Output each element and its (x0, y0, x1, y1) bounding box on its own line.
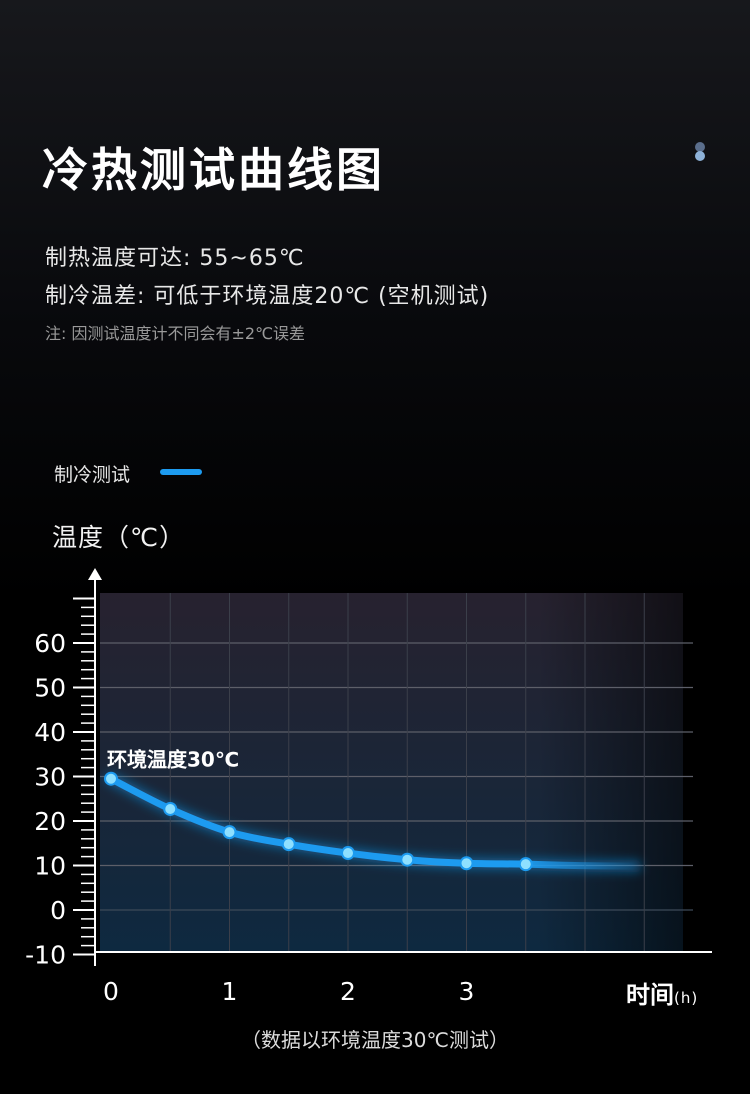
page-title: 冷热测试曲线图 (42, 143, 385, 197)
test-condition-caption: （数据以环境温度30℃测试） (241, 1028, 509, 1052)
data-point (518, 857, 533, 872)
data-point (281, 837, 296, 852)
data-point (341, 846, 355, 861)
data-point (104, 771, 118, 786)
y-tick-label: 20 (34, 807, 66, 836)
series-group (104, 771, 642, 873)
x-tick-label: 3 (459, 977, 475, 1006)
decorative-dots-icon (693, 142, 707, 164)
heating-spec: 制热温度可达: 55~65℃ (45, 246, 305, 271)
y-tick-label: 30 (34, 763, 66, 792)
y-tick-label: 0 (50, 896, 66, 925)
x-axis-label: 时间(h) (626, 975, 698, 1010)
data-point (459, 856, 474, 871)
dot-dark (695, 142, 705, 152)
y-axis-arrow-icon (88, 568, 102, 580)
x-axis-unit: (h) (674, 989, 699, 1007)
x-axis-title: 时间 (626, 981, 674, 1009)
plot-fade (100, 593, 683, 952)
axes: -10 0 10 20 30 40 50 60 0 1 2 3 (25, 568, 712, 1006)
y-tick-label: 10 (34, 852, 66, 881)
legend-label: 制冷测试 (54, 464, 131, 486)
error-note: 注: 因测试温度计不同会有±2℃误差 (45, 324, 306, 343)
y-tick-label: 40 (34, 718, 66, 747)
chart-svg: -10 0 10 20 30 40 50 60 0 1 2 3 环境温度30℃ (25, 568, 712, 1006)
series-line (107, 775, 640, 870)
legend-swatch (160, 469, 202, 475)
x-tick-label: 2 (340, 977, 356, 1006)
y-axis-label: 温度（℃） (52, 523, 186, 552)
data-point (222, 825, 237, 840)
x-tick-label: 0 (103, 977, 119, 1006)
data-point (400, 852, 415, 867)
data-point (163, 801, 178, 816)
x-tick-label: 1 (222, 977, 238, 1006)
dot-light (695, 151, 705, 161)
ambient-temperature-annotation: 环境温度30℃ (107, 748, 239, 772)
cooling-spec: 制冷温差: 可低于环境温度20℃ (空机测试) (45, 284, 490, 309)
y-tick-label: -10 (25, 941, 66, 970)
y-tick-label: 50 (34, 674, 66, 703)
y-tick-label: 60 (34, 629, 66, 658)
